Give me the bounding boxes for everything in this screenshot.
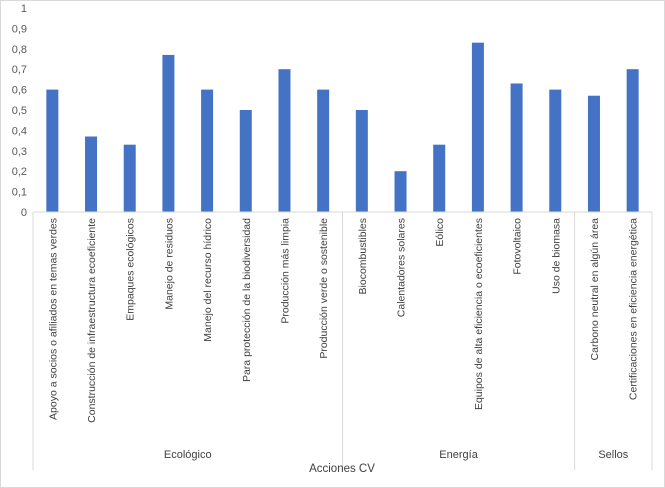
category-label: Fotovoltaico	[512, 218, 524, 275]
category-label: Para protección de la biodiversidad	[241, 218, 253, 382]
group-label: Sellos	[598, 449, 628, 461]
bar	[355, 110, 368, 212]
bar	[626, 69, 639, 212]
bar	[510, 83, 523, 212]
category-label: Apoyo a socios o afiliados en temas verd…	[47, 218, 59, 420]
category-label: Producción más limpia	[279, 218, 291, 324]
y-tick-label: 0,1	[12, 187, 27, 199]
category-label: Manejo de residuos	[163, 218, 175, 310]
bars	[46, 42, 639, 213]
y-tick-label: 0,7	[12, 64, 27, 76]
y-tick-label: 0,2	[12, 166, 27, 178]
bar	[123, 144, 136, 212]
bar	[278, 69, 291, 212]
bar	[394, 171, 407, 212]
x-axis-title: Acciones CV	[309, 463, 375, 475]
bar	[471, 42, 484, 213]
category-label: Calentadores solares	[396, 218, 408, 317]
y-tick-label: 1	[21, 3, 27, 15]
category-label: Biocombustibles	[357, 218, 369, 294]
category-label: Manejo del recurso hídrico	[202, 218, 214, 342]
y-tick-label: 0	[21, 207, 27, 219]
bar	[549, 89, 562, 212]
category-label: Uso de biomasa	[550, 218, 562, 294]
bar	[85, 136, 98, 212]
y-tick-label: 0,9	[12, 23, 27, 35]
bar	[201, 89, 214, 212]
bar	[239, 110, 252, 212]
category-label: Empaques ecológicos	[125, 218, 137, 321]
y-tick-label: 0,8	[12, 44, 27, 56]
y-axis: 0 0,1 0,2 0,3 0,4 0,5 0,6 0,7 0,8 0,9 1	[12, 3, 27, 219]
category-label: Eólico	[434, 218, 446, 247]
group-label: Ecológico	[164, 449, 212, 461]
x-axis: Apoyo a socios o afiliados en temas verd…	[32, 211, 653, 470]
category-label: Equipos de alta eficiencia o ecoeficient…	[473, 218, 485, 410]
y-tick-label: 0,5	[12, 105, 27, 117]
category-label: Producción verde o sostenible	[318, 218, 330, 359]
group-label: Energía	[439, 449, 478, 461]
bar	[587, 95, 600, 212]
category-label: Construcción de infraestructura ecoefici…	[86, 218, 98, 423]
bar	[162, 54, 175, 212]
y-tick-label: 0,6	[12, 85, 27, 97]
category-label: Carbono neutral en algún área	[589, 218, 601, 361]
y-tick-label: 0,4	[12, 125, 27, 137]
y-tick-label: 0,3	[12, 146, 27, 158]
bar	[433, 144, 446, 212]
category-label: Certificaciones en eficiencia energética	[628, 218, 640, 400]
bar	[46, 89, 59, 212]
bar	[317, 89, 330, 212]
